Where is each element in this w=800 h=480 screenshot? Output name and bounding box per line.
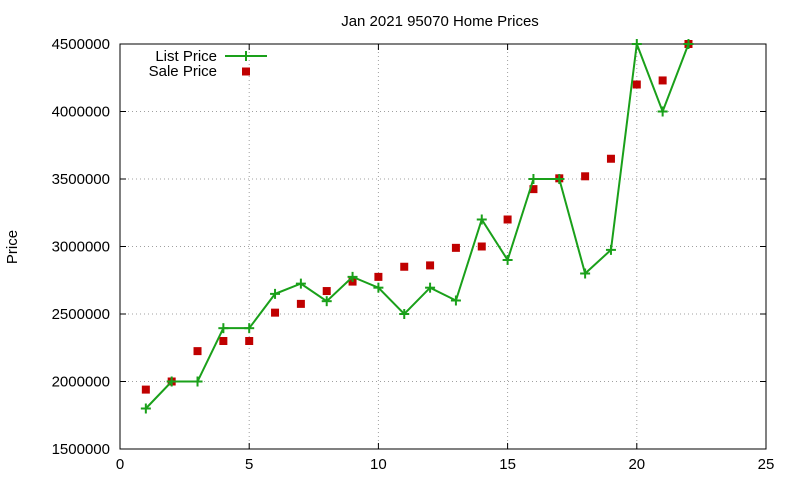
list-price-point — [347, 271, 358, 282]
list-price-point — [580, 268, 591, 279]
sale-price-point — [271, 308, 280, 317]
grid — [120, 44, 766, 449]
legend: List Price Sale Price — [149, 48, 267, 80]
y-tick-label: 3000000 — [52, 239, 110, 256]
sale-price-point — [477, 242, 486, 251]
sale-price-point — [606, 154, 615, 163]
sale-price-point — [658, 76, 667, 85]
y-axis-label: Price — [4, 230, 21, 264]
x-tick-label: 25 — [758, 456, 775, 473]
sale-price-point — [374, 272, 383, 281]
list-price-point — [270, 288, 281, 299]
y-tick-label: 2500000 — [52, 306, 110, 323]
legend-marker-list-price — [241, 51, 251, 61]
list-price-point — [502, 255, 513, 265]
x-tick-label: 15 — [499, 456, 516, 473]
legend-label-list-price: List Price — [155, 48, 217, 65]
sale-price-point — [451, 243, 460, 252]
legend-label-sale-price: Sale Price — [149, 63, 217, 80]
y-tick-label: 3500000 — [52, 171, 110, 188]
sale-price-point — [632, 80, 641, 89]
sale-price-point — [245, 337, 254, 345]
series-list-price — [140, 39, 694, 414]
list-price-point — [244, 323, 255, 334]
list-price-point — [657, 106, 668, 117]
list-price-point — [631, 39, 642, 49]
sale-price-point — [322, 287, 331, 296]
list-price-point — [528, 174, 539, 184]
series-layer — [140, 39, 694, 414]
legend-marker-sale-price — [242, 67, 250, 76]
y-tick-label: 4500000 — [52, 36, 110, 53]
sale-price-point — [503, 215, 512, 224]
list-price-point — [295, 278, 306, 289]
y-tick-label: 1500000 — [52, 441, 110, 458]
list-price-point — [166, 376, 177, 387]
y-axis: 1500000 2000000 2500000 3000000 3500000 40000… — [52, 36, 766, 458]
x-axis: 0 5 10 15 20 25 — [116, 44, 775, 473]
sale-price-point — [193, 347, 202, 356]
sale-price-point — [400, 262, 409, 271]
sale-price-point — [296, 299, 305, 308]
sale-price-point — [141, 385, 150, 394]
list-price-point — [140, 403, 151, 414]
x-tick-label: 10 — [370, 456, 387, 473]
list-price-point — [399, 309, 410, 319]
y-tick-label: 4000000 — [52, 104, 110, 121]
sale-price-point — [219, 337, 228, 345]
list-price-point — [683, 39, 694, 49]
chart-title: Jan 2021 95070 Home Prices — [341, 13, 539, 30]
list-price-point — [321, 296, 332, 307]
x-tick-label: 20 — [628, 456, 645, 473]
sale-price-point — [426, 261, 435, 270]
list-price-point — [476, 214, 487, 225]
list-price-point — [192, 376, 203, 387]
list-price-point — [425, 282, 436, 293]
list-price-point — [450, 295, 461, 306]
series-sale-price — [141, 40, 693, 394]
sale-price-point — [581, 172, 590, 181]
list-price-point — [605, 244, 616, 255]
y-tick-label: 2000000 — [52, 374, 110, 391]
list-price-point — [373, 282, 384, 293]
x-tick-label: 0 — [116, 456, 124, 473]
sale-price-point — [529, 185, 538, 194]
list-price-point — [554, 174, 565, 184]
list-price-point — [218, 323, 229, 334]
x-tick-label: 5 — [245, 456, 253, 473]
list-price-line — [145, 43, 690, 410]
